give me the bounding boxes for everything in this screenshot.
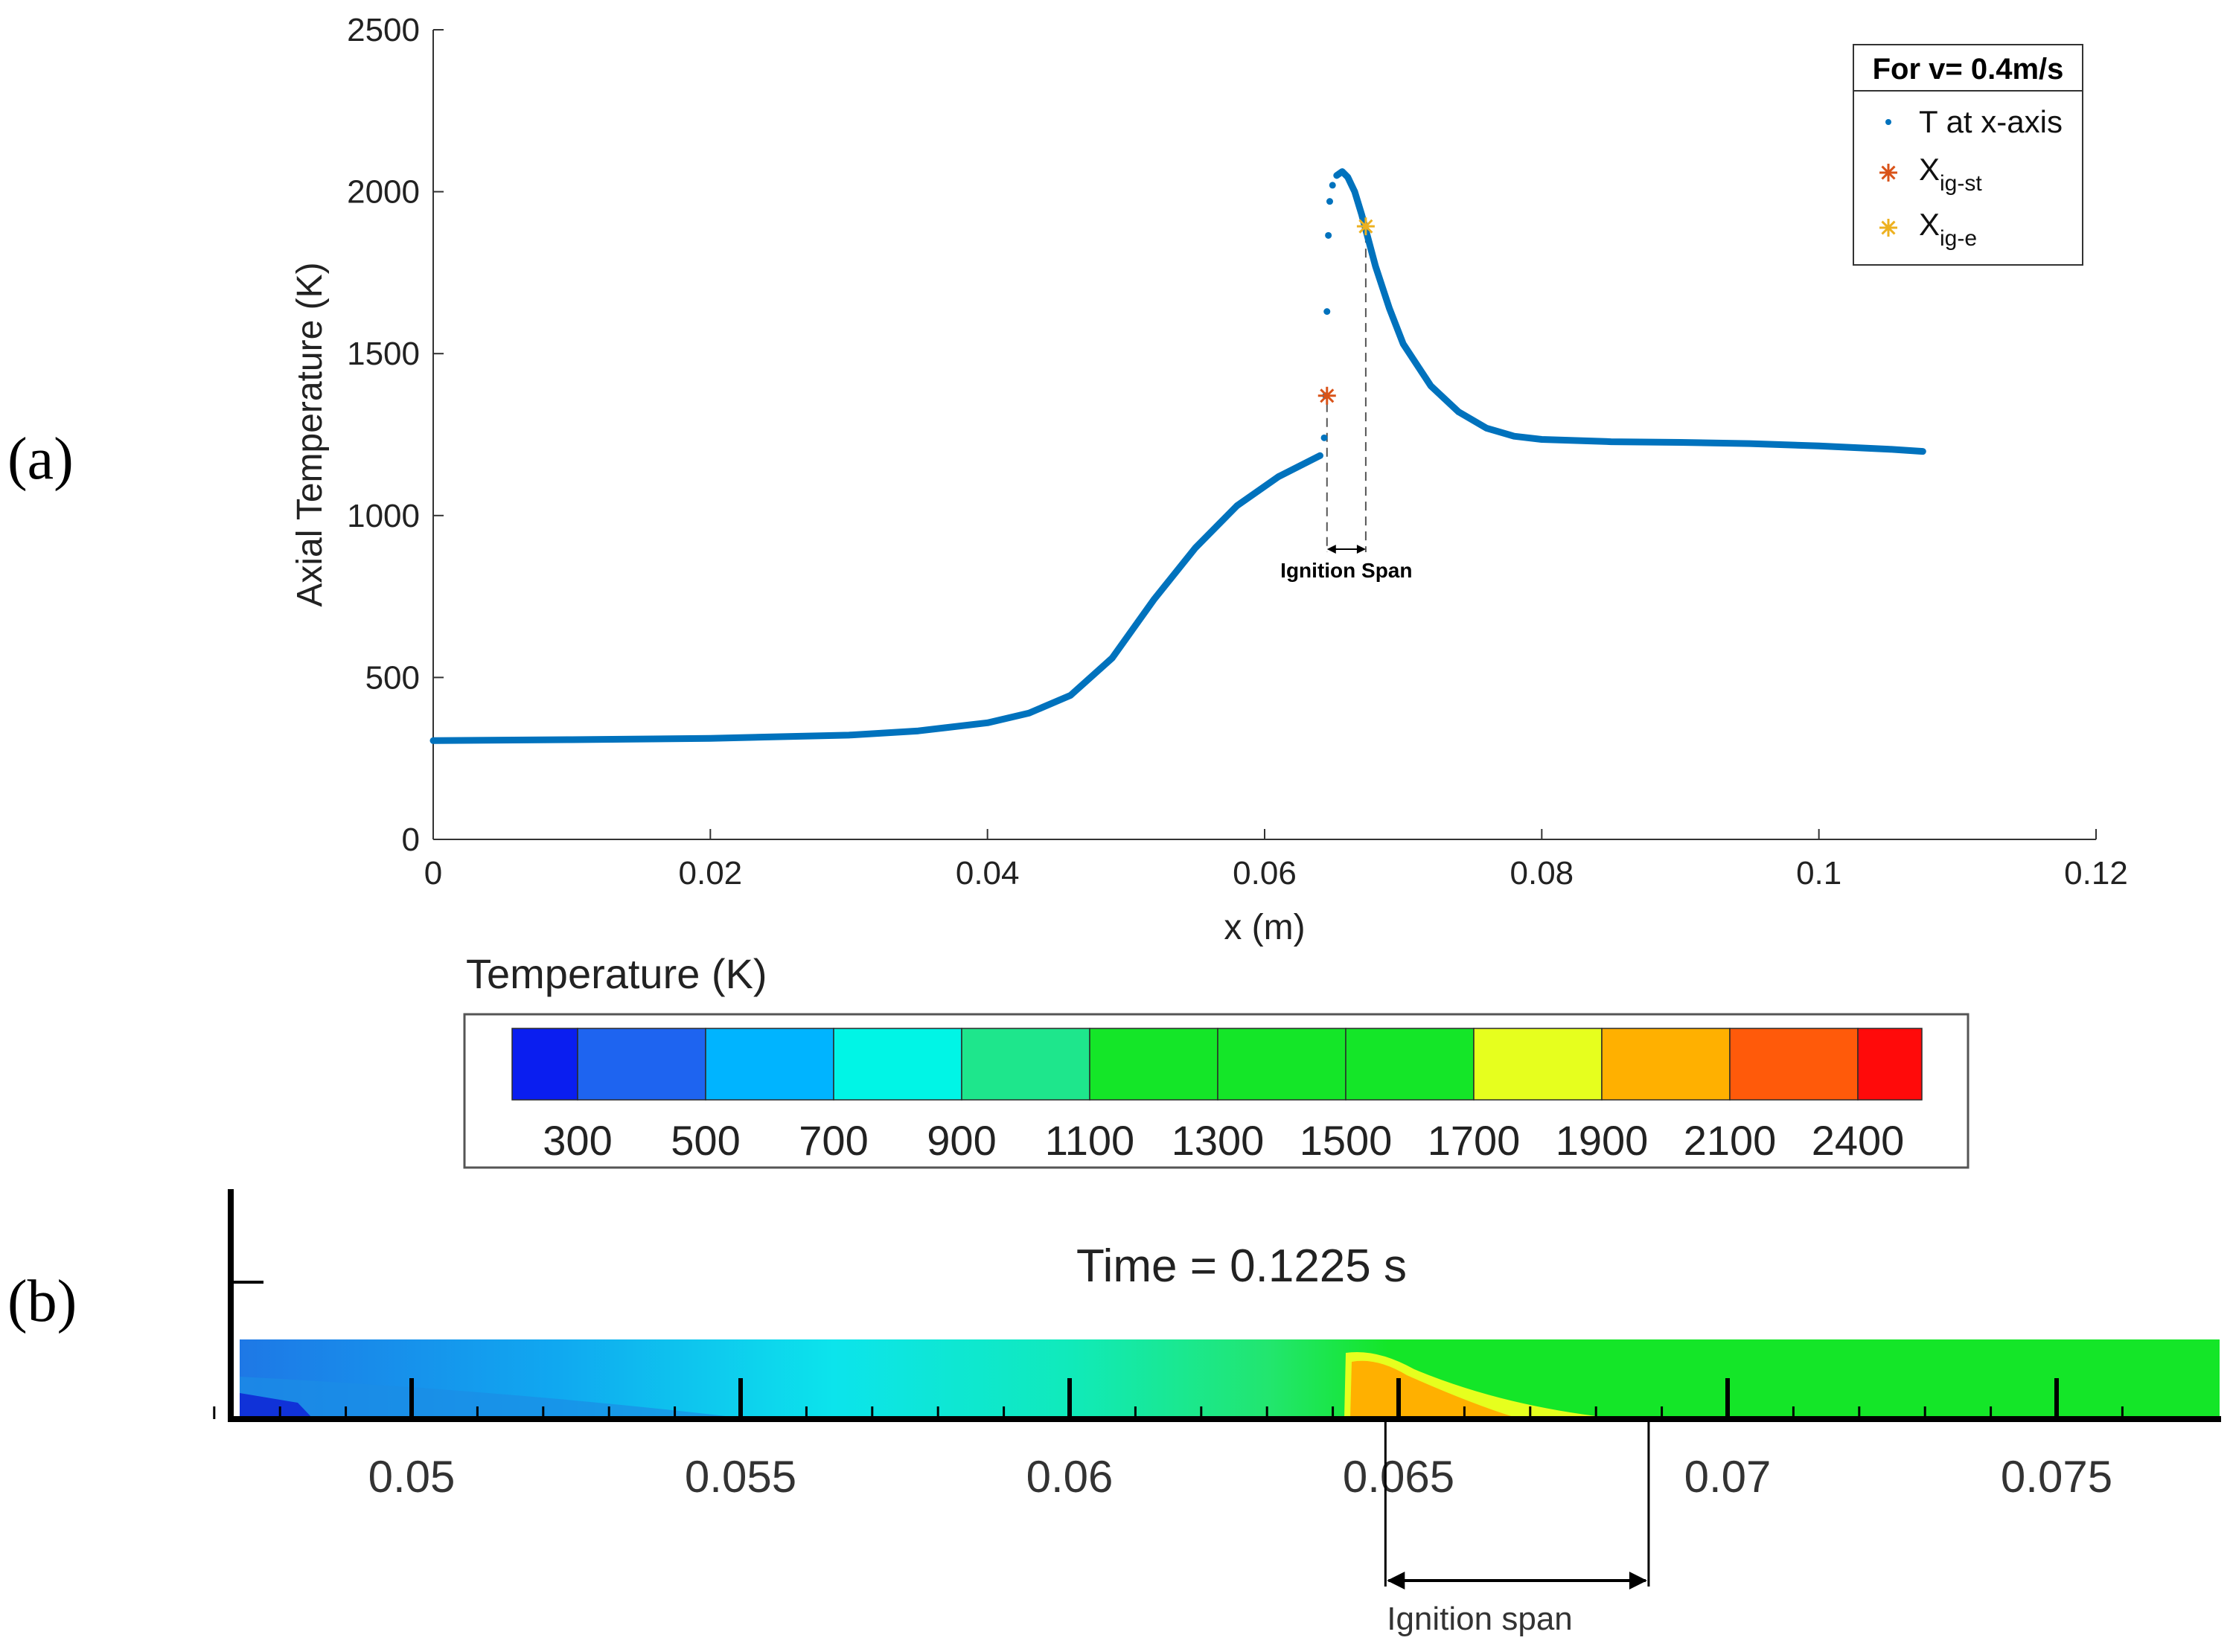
colorbar-swatch [1345,1028,1475,1101]
colorbar-tick-label: 1900 [1556,1117,1649,1164]
colorbar-tick-label: 700 [799,1117,868,1164]
temperature-colorbar: Temperature (K) 300 500 700 900 1100 1300 1500… [463,950,1970,1169]
span-arrowhead-left [1387,1572,1405,1589]
marker-xig-st [1317,386,1336,405]
series-t-at-x-axis [429,168,1926,744]
b-tick-label: 0.06 [1026,1452,1114,1502]
contour-coldest-zone [240,1393,313,1418]
series-point [1323,308,1331,316]
colorbar-swatch [1473,1028,1603,1101]
legend-asterisk-e [1879,219,1897,237]
legend: For v= 0.4m/s T at x-axis Xig-st Xig-e [1853,44,2083,266]
colorbar-swatch [577,1028,706,1101]
legend-marker-xig-st [1879,164,1897,182]
legend-entry-t-at-x-axis: T at x-axis [1919,104,2063,139]
colorbar-swatch [1217,1028,1346,1101]
panel-a-label: (a) [7,426,74,492]
legend-title: For v= 0.4m/s [1873,53,2064,86]
colorbar-swatch [705,1028,834,1101]
colorbar-ticks: 300 500 700 900 1100 1300 1500 1700 1900 2100 2400 [543,1117,1904,1164]
colorbar-tick-label: 1100 [1045,1117,1134,1164]
span-arrowhead-right [1356,545,1366,554]
b-tick-label: 0.075 [2001,1452,2112,1502]
y-tick-label: 2000 [347,174,420,211]
colorbar-tick-label: 300 [543,1117,612,1164]
ignition-span-annotation: Ignition Span [1280,559,1412,582]
series-point [1320,434,1328,441]
x-tick-label: 0.02 [679,855,743,891]
colorbar-swatches [511,1028,1923,1101]
ignition-span-guides [1326,234,1367,554]
b-tick-label: 0.055 [685,1452,796,1502]
series-point [1329,182,1336,189]
marker-xig-st-stroke [1320,388,1335,403]
colorbar-swatch [833,1028,962,1101]
ignition-span-label: Ignition span [1387,1601,1573,1637]
colorbar-swatch [1089,1028,1218,1101]
colorbar-tick-label: 1500 [1300,1117,1393,1164]
b-tick-label: 0.05 [368,1452,456,1502]
b-x-ticks: 0.05 0.055 0.06 0.065 0.07 0.075 [213,1378,2124,1502]
ignition-span-bracket [1384,1419,1650,1589]
legend-entry-xig-e: Xig-e [1919,207,1977,251]
y-axis-label: Axial Temperature (K) [290,262,330,606]
legend-marker-xig-e [1879,219,1897,237]
marker-xig-e [1356,217,1375,236]
span-arrowhead-left [1326,545,1336,554]
series-point [1325,231,1332,239]
colorbar-tick-label: 500 [671,1117,740,1164]
legend-asterisk-st-stroke [1881,165,1896,180]
legend-marker-dot [1885,119,1891,125]
contour-ignition-orange [1350,1360,1518,1418]
colorbar-tick-label: 1300 [1172,1117,1265,1164]
time-label: Time = 0.1225 s [1076,1240,1407,1292]
ignition-markers [1317,217,1375,405]
y-tick-label: 1500 [347,336,420,372]
colorbar-swatch [511,1028,578,1101]
x-axis-label: x (m) [1224,908,1305,947]
colorbar-tick-label: 2100 [1684,1117,1777,1164]
series-point [1326,198,1333,205]
x-ticks: 0 0.02 0.04 0.06 0.08 0.1 0.12 [424,829,2128,891]
temperature-contour-panel: Time = 0.1225 s 0.05 0.055 0.06 0.065 0.07 0.… [213,1189,2221,1637]
colorbar-tick-label: 1700 [1428,1117,1521,1164]
colorbar-swatch [1857,1028,1923,1101]
colorbar-swatch [961,1028,1090,1101]
colorbar-swatch [1601,1028,1731,1101]
span-arrowhead-right [1629,1572,1647,1589]
b-tick-label: 0.065 [1343,1452,1454,1502]
colorbar-title: Temperature (K) [466,950,767,997]
y-tick-label: 1000 [347,498,420,534]
marker-xig-e-stroke [1358,219,1373,234]
y-tick-label: 0 [402,822,420,858]
x-tick-label: 0 [424,855,442,891]
colorbar-tick-label: 900 [927,1117,996,1164]
y-tick-label: 500 [365,659,420,696]
colorbar-swatch [1729,1028,1859,1101]
series-line-preheat [429,452,1323,744]
panel-b-label: (b) [7,1269,77,1334]
legend-asterisk-st [1879,164,1897,182]
legend-asterisk-e-stroke [1881,220,1896,235]
y-ticks: 0 500 1000 1500 2000 2500 [347,12,444,858]
b-tick-label: 0.07 [1684,1452,1772,1502]
x-tick-label: 0.06 [1233,855,1297,891]
colorbar-tick-label: 2400 [1812,1117,1905,1164]
series-line-postflame [1333,168,1926,455]
axial-temperature-chart: 0 0.02 0.04 0.06 0.08 0.1 0.12 0 500 1000 1500 200… [290,12,2128,947]
contour-cold-zone [240,1377,744,1418]
x-tick-label: 0.12 [2064,855,2128,891]
x-tick-label: 0.08 [1510,855,1574,891]
x-tick-label: 0.1 [1796,855,1841,891]
y-tick-label: 2500 [347,12,420,48]
x-tick-label: 0.04 [956,855,1020,891]
legend-entry-xig-st: Xig-st [1919,152,1982,196]
